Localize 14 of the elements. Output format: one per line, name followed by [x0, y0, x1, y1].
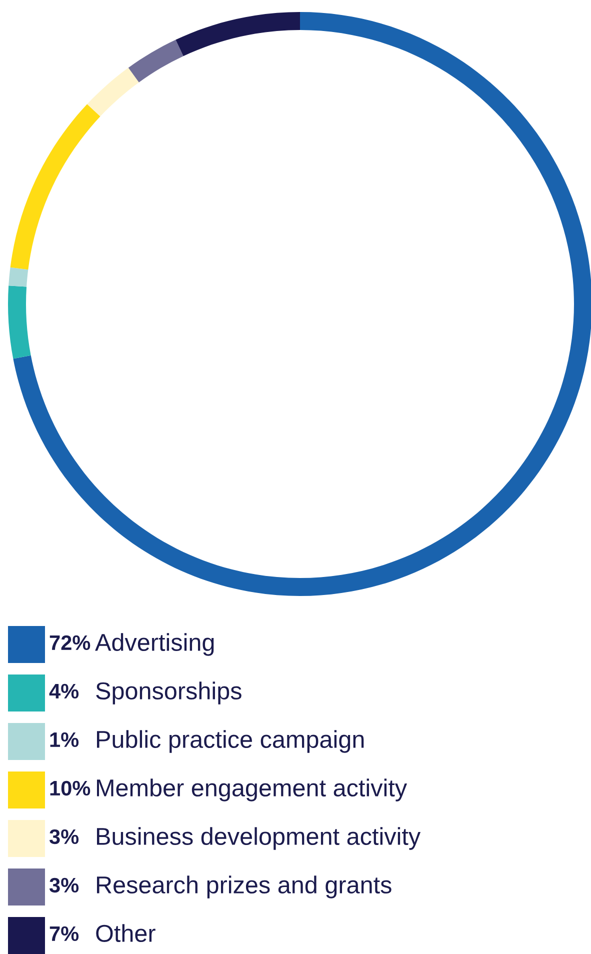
legend-label: Member engagement activity — [96, 778, 408, 802]
data-label: 7% — [50, 926, 79, 942]
data-label: 1% — [50, 732, 79, 748]
legend-label: Advertising — [95, 633, 214, 656]
data-label: 10% — [50, 780, 90, 796]
data-label: 3% — [49, 878, 79, 893]
legend-label: Other — [96, 924, 156, 942]
legend-label: Public practice campaign — [96, 730, 364, 753]
legend-label: Business development activity — [96, 827, 421, 850]
legend-label: Sponsorships — [96, 682, 242, 704]
data-label: 72% — [50, 635, 90, 650]
data-label: 4% — [49, 684, 79, 699]
data-label: 3% — [49, 829, 79, 844]
legend-label: Research prizes and grants — [96, 876, 392, 898]
